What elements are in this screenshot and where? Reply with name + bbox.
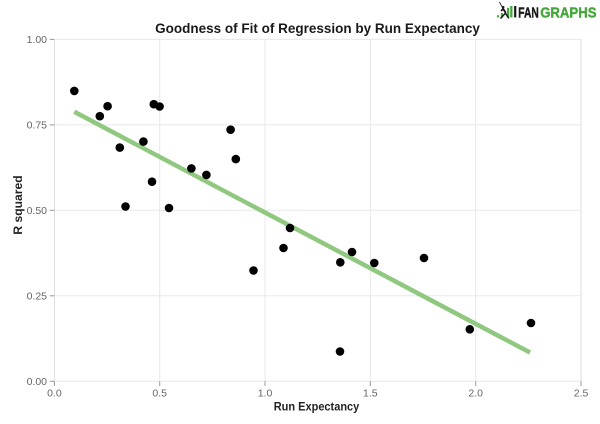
svg-text:0.25: 0.25 (27, 290, 48, 302)
svg-text:1.5: 1.5 (363, 388, 378, 400)
svg-text:0.5: 0.5 (152, 388, 167, 400)
svg-text:0.75: 0.75 (27, 120, 48, 132)
svg-text:0.00: 0.00 (27, 376, 48, 388)
svg-text:2.0: 2.0 (468, 388, 483, 400)
svg-text:0.50: 0.50 (27, 205, 48, 217)
svg-text:Run Expectancy: Run Expectancy (274, 400, 360, 414)
svg-text:R squared: R squared (11, 175, 25, 234)
svg-text:1.0: 1.0 (258, 388, 273, 400)
svg-text:GRAPHS: GRAPHS (540, 4, 596, 21)
svg-text:0.0: 0.0 (47, 388, 62, 400)
svg-text:Goodness of Fit of Regression: Goodness of Fit of Regression by Run Exp… (155, 21, 480, 36)
svg-text:1.00: 1.00 (27, 34, 48, 46)
svg-text:FAN: FAN (518, 4, 539, 21)
svg-text:2.5: 2.5 (574, 388, 589, 400)
